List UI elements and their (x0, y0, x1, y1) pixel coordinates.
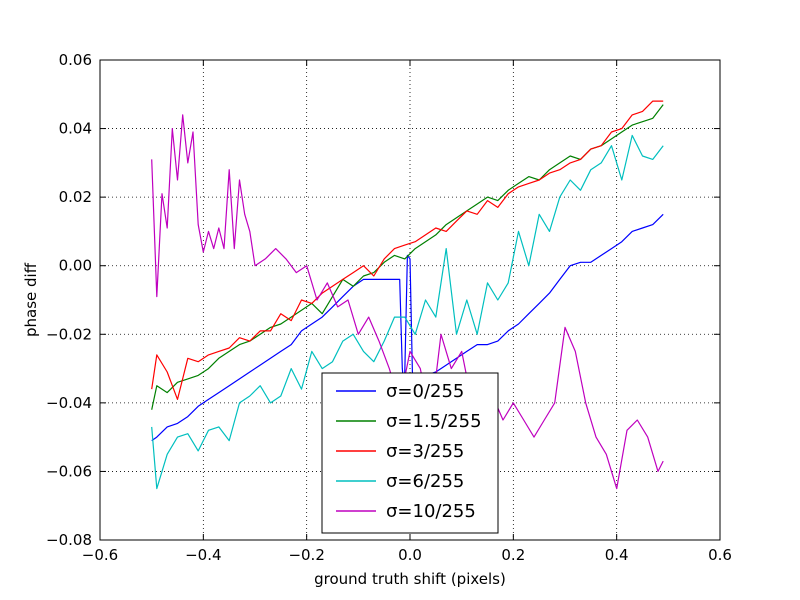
legend-label: σ=10/255 (386, 501, 476, 522)
legend-box (321, 372, 499, 534)
series-line-2 (151, 100, 664, 400)
axis-ticks: −0.6 −0.4 −0.2 0.0 0.2 0.4 0.6 −0.08 −0.06 −0.04 −… (46, 51, 732, 564)
series-line-4 (151, 114, 664, 490)
y-tick-label: 0.00 (59, 257, 92, 275)
legend-label: σ=3/255 (386, 441, 464, 462)
y-tick-label: 0.02 (59, 188, 92, 206)
x-tick-label: −0.2 (288, 546, 324, 564)
plot-lines (151, 100, 664, 490)
y-tick-label: −0.04 (46, 394, 92, 412)
legend: σ=0/255 σ=1.5/255 σ=3/255 σ=6/255 σ=10/255 (321, 372, 499, 534)
y-tick-label: −0.02 (46, 325, 92, 343)
y-tick-label: 0.06 (59, 51, 92, 69)
legend-label: σ=0/255 (386, 381, 464, 402)
x-tick-label: 0.0 (398, 546, 422, 564)
series-line-3 (151, 134, 664, 490)
x-tick-label: −0.6 (82, 546, 118, 564)
x-tick-label: 0.4 (605, 546, 629, 564)
y-tick-label: 0.04 (59, 120, 92, 138)
x-tick-label: 0.6 (708, 546, 732, 564)
series-line-0 (151, 213, 664, 442)
y-tick-label: −0.06 (46, 462, 92, 480)
y-axis-label: phase diff (22, 262, 40, 337)
x-tick-label: 0.2 (501, 546, 525, 564)
x-axis-label: ground truth shift (pixels) (314, 570, 506, 588)
series-line-1 (151, 104, 664, 410)
y-tick-label: −0.08 (46, 531, 92, 549)
legend-label: σ=6/255 (386, 471, 464, 492)
legend-label: σ=1.5/255 (386, 411, 482, 432)
x-tick-label: −0.4 (185, 546, 221, 564)
